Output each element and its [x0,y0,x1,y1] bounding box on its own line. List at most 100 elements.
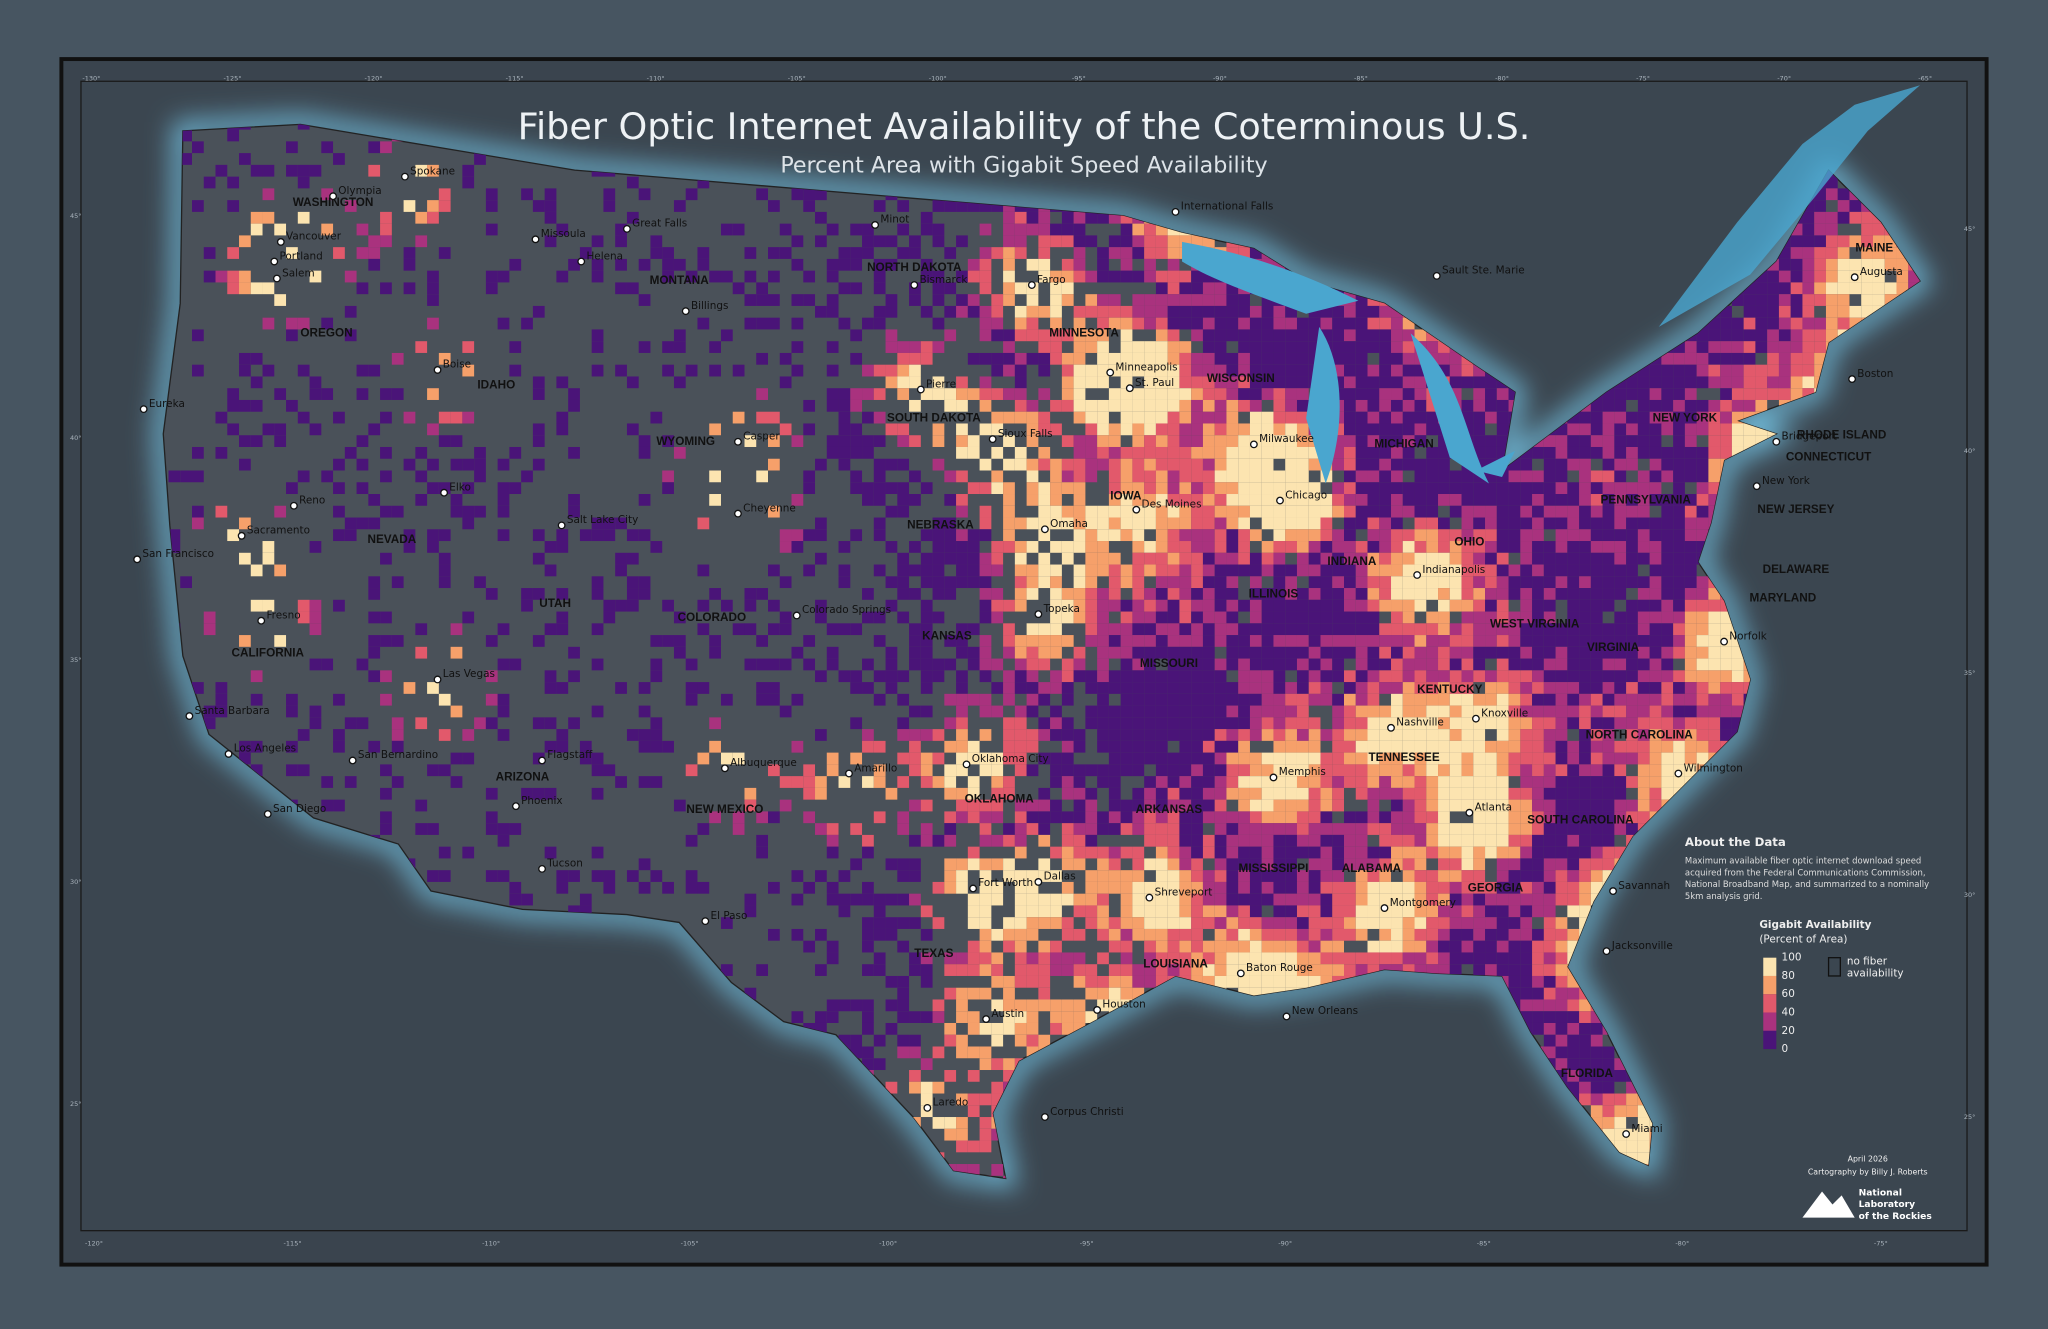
heat-cell [1238,705,1250,718]
heat-cell [873,905,886,918]
heat-cell [673,799,686,812]
heat-cell [391,635,404,647]
heat-cell [1391,399,1403,412]
heat-cell [203,176,216,189]
heat-cell [1155,952,1168,965]
heat-cell [1355,588,1368,600]
heat-cell [1038,975,1051,988]
heat-cell [967,200,980,212]
heat-cell [1426,670,1439,683]
heat-cell [803,470,816,483]
heat-cell [1191,517,1203,530]
heat-cell [720,223,733,236]
heat-cell [944,305,957,318]
heat-cell [556,376,569,389]
heat-cell [1379,505,1392,518]
heat-cell [450,705,463,718]
heat-cell [920,223,933,236]
heat-cell [1132,928,1145,941]
heat-cell [1355,611,1368,624]
heat-cell [1238,764,1250,777]
heat-cell [1367,881,1380,894]
heat-cell [932,1081,945,1094]
heat-cell [991,411,1004,424]
heat-cell [1202,881,1215,894]
heat-cell [1003,223,1015,236]
heat-cell [1202,329,1215,342]
heat-cell [1226,682,1239,694]
heat-cell [1085,846,1098,859]
heat-cell [1026,541,1039,553]
heat-cell [1391,928,1403,941]
heat-cell [1485,564,1497,577]
heat-cell [1238,834,1250,847]
heat-cell [1296,599,1309,612]
heat-cell [1050,623,1062,636]
heat-cell [873,1058,886,1071]
heat-cell [1367,740,1380,753]
heat-cell [1085,905,1098,918]
heat-cell [1379,787,1392,800]
heat-cell [1120,329,1133,342]
heat-cell [967,1105,980,1118]
heat-cell [474,458,486,471]
heat-cell [1320,588,1333,600]
heat-cell [1085,552,1098,565]
heat-cell [1003,717,1015,730]
heat-cell [979,987,992,1000]
heat-cell [1202,376,1215,389]
heat-cell [309,423,322,436]
heat-cell [462,752,475,765]
heat-cell [932,529,945,542]
heat-cell [1038,423,1051,436]
heat-cell [1438,776,1450,788]
heat-cell [1355,458,1368,471]
heat-cell [991,564,1004,577]
heat-cell [850,435,863,447]
heat-cell [1238,787,1250,800]
heat-cell [591,270,604,283]
heat-cell [862,482,874,495]
heat-cell [815,787,827,800]
heat-cell [920,388,933,400]
heat-cell [344,329,357,342]
heat-cell [897,552,910,565]
heat-cell [1120,376,1133,389]
heat-cell [979,1128,992,1141]
heat-cell [1402,552,1415,565]
heat-cell [1249,834,1262,847]
heat-cell [1367,776,1380,788]
heat-cell [803,294,816,306]
heat-cell [897,1011,910,1023]
heat-cell [1214,317,1227,330]
heat-cell [756,317,768,330]
heat-cell [1426,776,1439,788]
heat-cell [1214,623,1227,636]
heat-cell [1296,811,1309,824]
heat-cell [1061,964,1074,976]
heat-cell [485,717,498,730]
heat-cell [1308,776,1321,788]
heat-cell [720,693,733,706]
heat-cell [1391,693,1403,706]
heat-cell [1202,517,1215,530]
heat-cell [1132,482,1145,495]
heat-cell [1414,964,1427,976]
heat-cell [1402,588,1415,600]
heat-cell [1249,776,1262,788]
heat-cell [1296,564,1309,577]
heat-cell [967,305,980,318]
heat-cell [603,188,616,201]
heat-cell [1414,376,1427,389]
heat-cell [568,258,580,271]
heat-cell [532,529,545,542]
heat-cell [1097,505,1109,518]
heat-cell [1061,329,1074,342]
heat-cell [720,752,733,765]
heat-cell [1438,811,1450,824]
heat-cell [1379,717,1392,730]
heat-cell [1249,705,1262,718]
heat-cell [1144,646,1156,659]
heat-cell [1097,670,1109,683]
heat-cell [1296,352,1309,365]
